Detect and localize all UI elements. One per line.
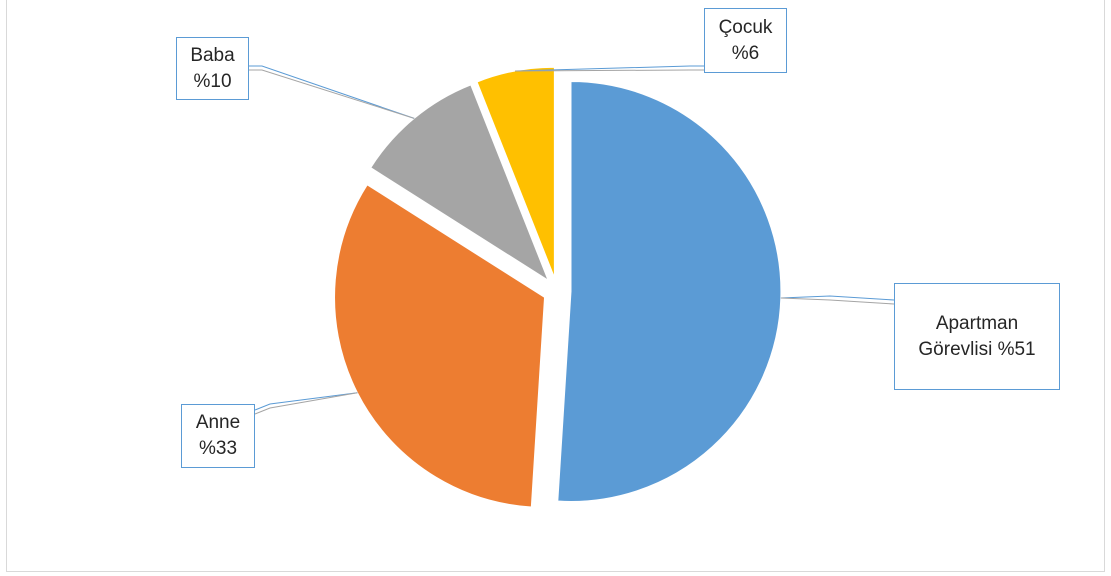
data-label-apartman-gorevlisi: Apartman Görevlisi %51 <box>894 283 1060 390</box>
leader-shadow-baba <box>249 69 415 119</box>
leader-shadow-cocuk <box>514 69 704 72</box>
leader-lines <box>249 65 895 415</box>
leader-shadow-apartman-gorevlisi <box>780 297 895 305</box>
leader-line-apartman-gorevlisi <box>780 295 895 301</box>
pie-slice-baba <box>370 84 550 282</box>
pie-slices <box>334 66 782 508</box>
data-label-text: %10 <box>193 70 232 92</box>
pie-slice-anne <box>334 184 546 508</box>
data-label-text: Baba <box>190 44 235 66</box>
leader-line-cocuk <box>514 65 704 72</box>
data-label-baba: Baba %10 <box>176 37 249 100</box>
leader-line-baba <box>249 65 415 119</box>
data-label-text: Apartman <box>935 312 1019 334</box>
leader-shadow-anne <box>254 392 358 415</box>
data-label-text: Çocuk <box>718 16 773 38</box>
pie-slice-apartman-gorevlisi <box>557 80 782 502</box>
data-label-anne: Anne %33 <box>181 404 255 468</box>
data-label-text: Görevlisi %51 <box>918 338 1036 360</box>
data-label-cocuk: Çocuk %6 <box>704 8 787 73</box>
data-label-text: %33 <box>198 438 238 459</box>
leader-line-anne <box>254 392 358 411</box>
data-label-text: Anne <box>195 412 241 433</box>
data-label-text: %6 <box>731 42 760 64</box>
